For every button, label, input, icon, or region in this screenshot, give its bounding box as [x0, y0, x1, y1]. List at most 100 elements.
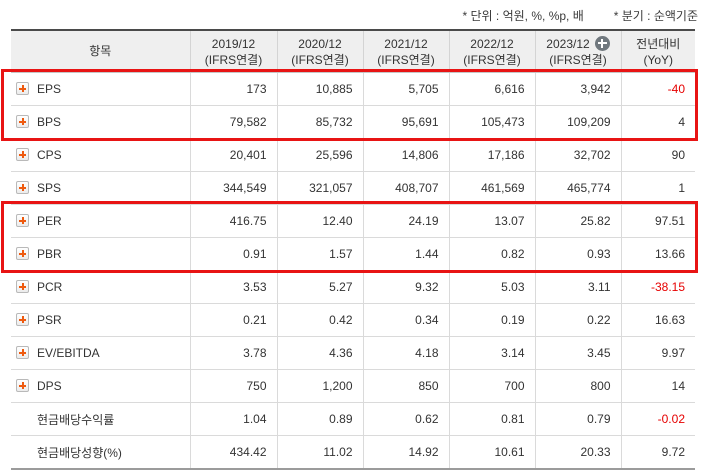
- value-cell: 1.57: [276, 237, 363, 271]
- value-cell: 9.32: [362, 270, 449, 304]
- yoy-cell: -0.02: [620, 402, 695, 436]
- table-row: PSR 0.21 0.42 0.34 0.19 0.22 16.63: [11, 303, 695, 337]
- table-row: PBR 0.91 1.57 1.44 0.82 0.93 13.66: [11, 237, 695, 271]
- year-column-header-2019: 2019/12 (IFRS연결): [189, 30, 277, 73]
- year-column-header-2022: 2022/12 (IFRS연결): [448, 30, 535, 73]
- value-cell: 0.21: [189, 303, 277, 337]
- value-cell: 10,885: [276, 72, 363, 106]
- value-cell: 3.78: [189, 336, 277, 370]
- yoy-cell: 97.51: [620, 204, 695, 238]
- value-cell: 3.45: [534, 336, 621, 370]
- row-label-cell: EPS: [11, 72, 190, 106]
- row-label: 현금배당수익률: [37, 412, 115, 427]
- value-cell: 12.40: [276, 204, 363, 238]
- value-cell: 3.11: [534, 270, 621, 304]
- unit-note: * 단위 : 억원, %, %p, 배: [462, 9, 584, 23]
- table-row: SPS 344,549 321,057 408,707 461,569 465,…: [11, 171, 695, 205]
- value-cell: 24.19: [362, 204, 449, 238]
- value-cell: 0.81: [448, 402, 535, 436]
- value-cell: 109,209: [534, 105, 621, 139]
- row-label-cell: PCR: [11, 270, 190, 304]
- value-cell: 13.07: [448, 204, 535, 238]
- table-row: PCR 3.53 5.27 9.32 5.03 3.11 -38.15: [11, 270, 695, 304]
- value-cell: 0.42: [276, 303, 363, 337]
- table-row: BPS 79,582 85,732 95,691 105,473 109,209…: [11, 105, 695, 139]
- value-cell: 20,401: [189, 138, 277, 172]
- expand-plus-icon[interactable]: [16, 346, 29, 359]
- value-cell: 750: [189, 369, 277, 403]
- expand-plus-icon[interactable]: [16, 280, 29, 293]
- row-label-cell: EV/EBITDA: [11, 336, 190, 370]
- value-cell: 416.75: [189, 204, 277, 238]
- header-row: 항목 2019/12 (IFRS연결) 2020/12 (IFRS연결) 202…: [11, 30, 695, 73]
- expand-plus-icon[interactable]: [16, 313, 29, 326]
- expand-plus-icon[interactable]: [16, 214, 29, 227]
- row-label: 현금배당성향(%): [37, 445, 122, 460]
- table-notes: * 단위 : 억원, %, %p, 배 * 분기 : 순액기준: [463, 7, 698, 24]
- value-cell: 0.82: [448, 237, 535, 271]
- value-cell: 1.04: [189, 402, 277, 436]
- value-cell: 85,732: [276, 105, 363, 139]
- value-cell: 1.44: [362, 237, 449, 271]
- value-cell: 5.27: [276, 270, 363, 304]
- value-cell: 4.36: [276, 336, 363, 370]
- value-cell: 20.33: [534, 435, 621, 469]
- table-body: EPS 173 10,885 5,705 6,616 3,942 -40 BPS…: [11, 72, 695, 470]
- value-cell: 321,057: [276, 171, 363, 205]
- value-cell: 0.91: [189, 237, 277, 271]
- value-cell: 105,473: [448, 105, 535, 139]
- yoy-cell: 14: [620, 369, 695, 403]
- value-cell: 14.92: [362, 435, 449, 469]
- expand-plus-icon[interactable]: [16, 115, 29, 128]
- row-label-cell: PSR: [11, 303, 190, 337]
- row-label-cell: 현금배당성향(%): [11, 436, 190, 470]
- value-cell: 14,806: [362, 138, 449, 172]
- plus-circle-icon[interactable]: [594, 35, 610, 51]
- year-column-header-2021: 2021/12 (IFRS연결): [362, 30, 449, 73]
- row-label-cell: BPS: [11, 105, 190, 139]
- value-cell: 3.53: [189, 270, 277, 304]
- value-cell: 0.79: [534, 402, 621, 436]
- row-label: PBR: [37, 247, 62, 261]
- value-cell: 0.93: [534, 237, 621, 271]
- year-column-header-2023: 2023/12 (IFRS연결): [534, 30, 621, 73]
- row-label: EV/EBITDA: [37, 346, 100, 360]
- value-cell: 95,691: [362, 105, 449, 139]
- expand-plus-icon[interactable]: [16, 379, 29, 392]
- value-cell: 3.14: [448, 336, 535, 370]
- expand-plus-icon[interactable]: [16, 181, 29, 194]
- value-cell: 0.34: [362, 303, 449, 337]
- row-label-cell: PER: [11, 204, 190, 238]
- value-cell: 25.82: [534, 204, 621, 238]
- value-cell: 434.42: [189, 435, 277, 469]
- value-cell: 0.22: [534, 303, 621, 337]
- value-cell: 79,582: [189, 105, 277, 139]
- table-row: 현금배당성향(%) 434.42 11.02 14.92 10.61 20.33…: [11, 435, 695, 470]
- table-row: EPS 173 10,885 5,705 6,616 3,942 -40: [11, 72, 695, 106]
- value-cell: 3,942: [534, 72, 621, 106]
- value-cell: 0.89: [276, 402, 363, 436]
- table-area: 항목 2019/12 (IFRS연결) 2020/12 (IFRS연결) 202…: [1, 29, 698, 470]
- row-label: CPS: [37, 148, 62, 162]
- row-label: DPS: [37, 379, 62, 393]
- value-cell: 4.18: [362, 336, 449, 370]
- value-cell: 5.03: [448, 270, 535, 304]
- value-cell: 850: [362, 369, 449, 403]
- table-row: EV/EBITDA 3.78 4.36 4.18 3.14 3.45 9.97: [11, 336, 695, 370]
- yoy-cell: 9.72: [620, 435, 695, 469]
- expand-plus-icon[interactable]: [16, 247, 29, 260]
- yoy-cell: 1: [620, 171, 695, 205]
- value-cell: 17,186: [448, 138, 535, 172]
- value-cell: 25,596: [276, 138, 363, 172]
- value-cell: 11.02: [276, 435, 363, 469]
- table-row: CPS 20,401 25,596 14,806 17,186 32,702 9…: [11, 138, 695, 172]
- value-cell: 173: [189, 72, 277, 106]
- value-cell: 0.19: [448, 303, 535, 337]
- value-cell: 0.62: [362, 402, 449, 436]
- row-label-cell: PBR: [11, 237, 190, 271]
- value-cell: 32,702: [534, 138, 621, 172]
- row-label-cell: SPS: [11, 171, 190, 205]
- row-label: BPS: [37, 115, 62, 129]
- expand-plus-icon[interactable]: [16, 82, 29, 95]
- expand-plus-icon[interactable]: [16, 148, 29, 161]
